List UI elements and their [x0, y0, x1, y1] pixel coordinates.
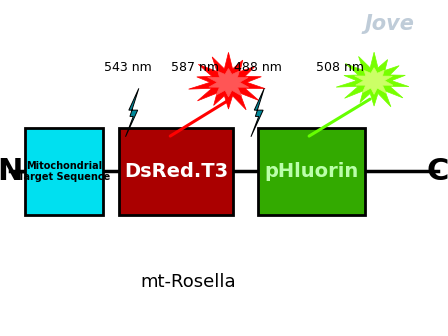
Text: DsRed.T3: DsRed.T3 [124, 162, 228, 181]
Text: Jove: Jove [365, 13, 415, 34]
Text: Mitochondrial
Target Sequence: Mitochondrial Target Sequence [18, 161, 110, 182]
Text: 587 nm: 587 nm [171, 61, 219, 74]
FancyBboxPatch shape [119, 128, 233, 215]
Text: 488 nm: 488 nm [234, 61, 281, 74]
Polygon shape [189, 52, 265, 110]
Text: 543 nm: 543 nm [104, 61, 151, 74]
Text: pHluorin: pHluorin [264, 162, 358, 181]
FancyBboxPatch shape [25, 128, 103, 215]
Text: mt-Rosella: mt-Rosella [140, 273, 236, 291]
Polygon shape [355, 68, 393, 94]
Text: N: N [0, 157, 22, 186]
Polygon shape [251, 88, 264, 137]
FancyBboxPatch shape [258, 128, 365, 215]
Polygon shape [207, 69, 249, 97]
Polygon shape [125, 88, 139, 137]
Text: 508 nm: 508 nm [316, 61, 365, 74]
Text: C: C [427, 157, 448, 186]
Polygon shape [336, 52, 409, 107]
